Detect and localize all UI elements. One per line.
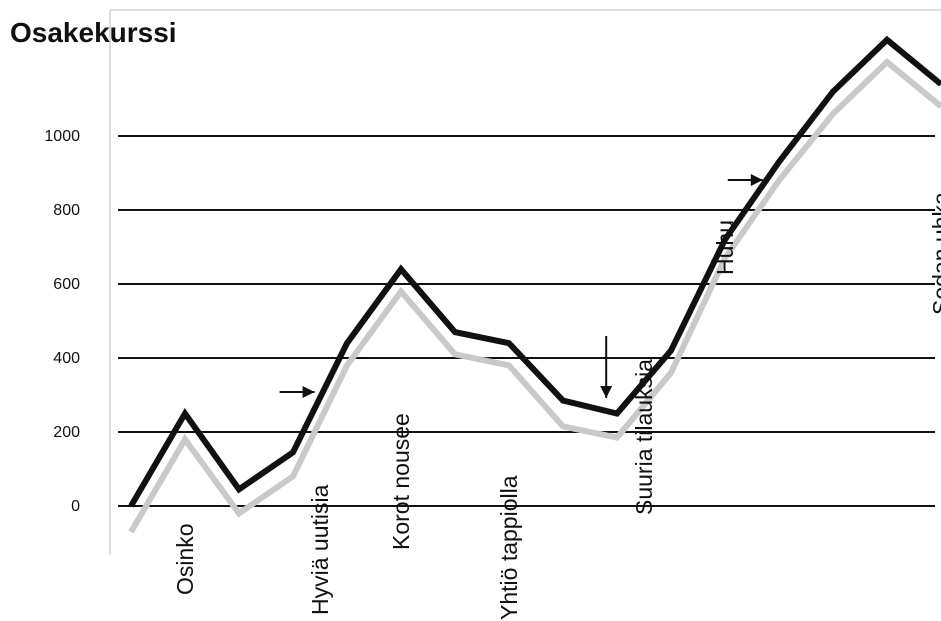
arrow-head (302, 386, 315, 398)
annotation-label: Hyviä uutisia (307, 484, 333, 615)
y-tick-label: 1000 (44, 128, 80, 145)
annotation-label: Sodan uhka (928, 192, 941, 315)
gridlines (118, 135, 935, 507)
arrow-head (600, 386, 613, 398)
series-lines (128, 35, 941, 534)
y-tick-label: 600 (53, 276, 80, 293)
price-line (128, 35, 941, 508)
annotation-label: Osinko (172, 523, 198, 595)
annotation-label: Yhtiö tappiolla (496, 475, 522, 620)
arrow-head (750, 174, 763, 186)
annotation-label: Korot nousee (388, 413, 414, 550)
price-shadow-line (128, 57, 941, 534)
annotation-label: Suuria tilauksia (631, 359, 657, 515)
y-tick-label: 800 (53, 202, 80, 219)
y-tick-label: 0 (71, 498, 80, 515)
y-tick-label: 400 (53, 350, 80, 367)
y-tick-label: 200 (53, 424, 80, 441)
chart-title: Osakekurssi (10, 17, 177, 48)
arrows (279, 174, 763, 398)
annotation-label: Huhu (712, 220, 738, 275)
annotations: Osinko Hyviä uutisia Korot nousee Yhtiö tap… (172, 192, 941, 620)
y-axis-ticks: 0 200 400 600 800 1000 (44, 128, 80, 515)
